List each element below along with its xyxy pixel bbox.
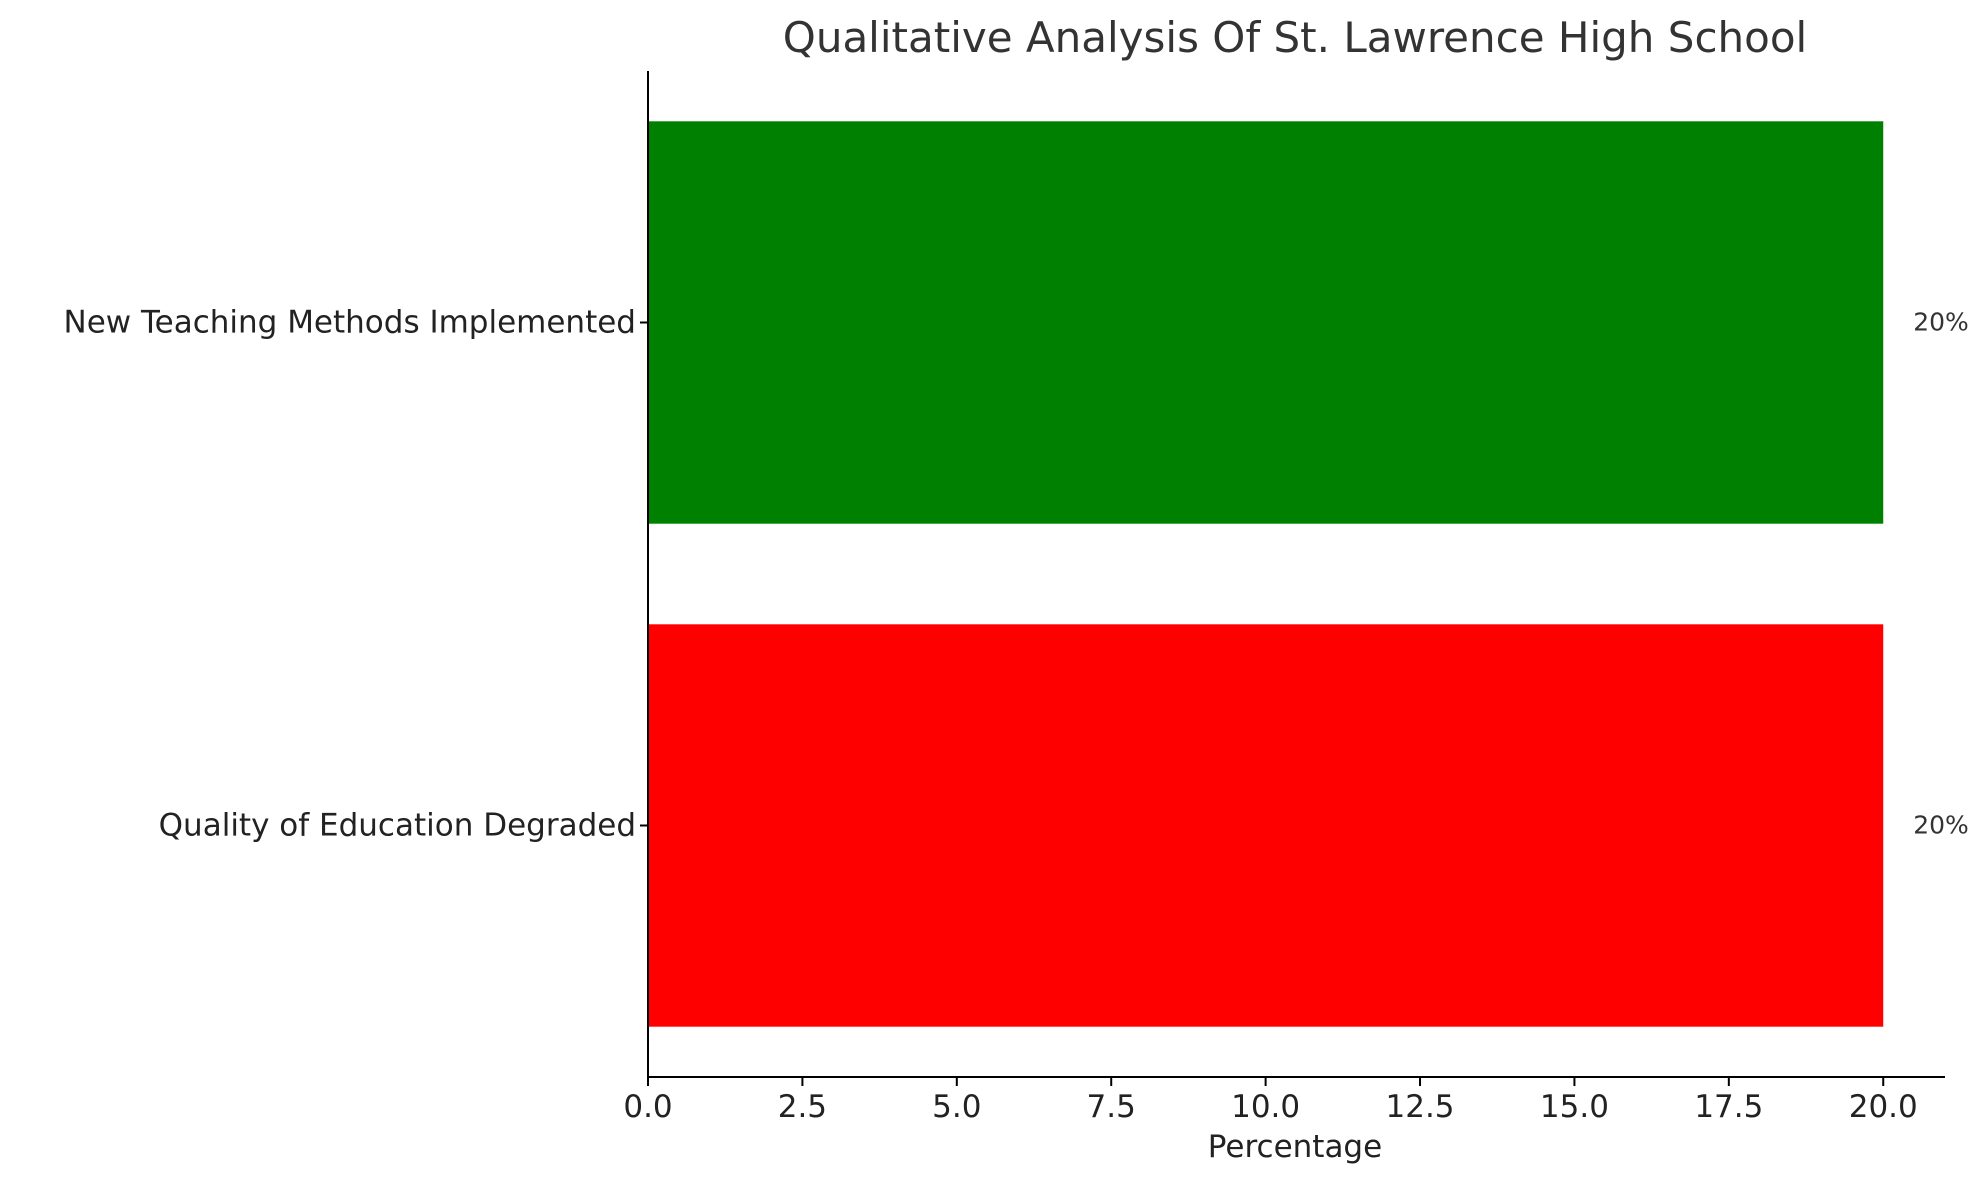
chart-title: Qualitative Analysis Of St. Lawrence Hig… [783, 13, 1807, 62]
x-tick-label: 12.5 [1386, 1089, 1455, 1125]
x-axis: 0.0 2.5 5.0 7.5 10.0 12.5 15.0 17.5 20.0 [623, 1076, 1945, 1125]
x-axis-label: Percentage [1208, 1129, 1382, 1165]
bar-value-label: 20% [1913, 811, 1969, 840]
y-tick-label: New Teaching Methods Implemented [64, 305, 637, 341]
x-tick-label: 7.5 [1087, 1089, 1136, 1125]
bar-value-label: 20% [1913, 308, 1969, 337]
x-tick-label: 2.5 [778, 1089, 827, 1125]
x-tick-label: 10.0 [1231, 1089, 1300, 1125]
y-axis: Quality of Education Degraded New Teachin… [64, 71, 649, 1077]
x-tick-label: 0.0 [623, 1089, 672, 1125]
value-labels-layer: 20% 20% [1913, 308, 1969, 840]
x-tick-label: 17.5 [1694, 1089, 1763, 1125]
x-tick-label: 15.0 [1540, 1089, 1609, 1125]
x-tick-label: 5.0 [932, 1089, 981, 1125]
y-tick-label: Quality of Education Degraded [159, 808, 636, 844]
bar-new-teaching-methods-implemented [648, 121, 1884, 524]
bar-quality-of-education-degraded [648, 624, 1884, 1027]
x-tick-label: 20.0 [1849, 1089, 1918, 1125]
bars-layer [648, 121, 1884, 1027]
